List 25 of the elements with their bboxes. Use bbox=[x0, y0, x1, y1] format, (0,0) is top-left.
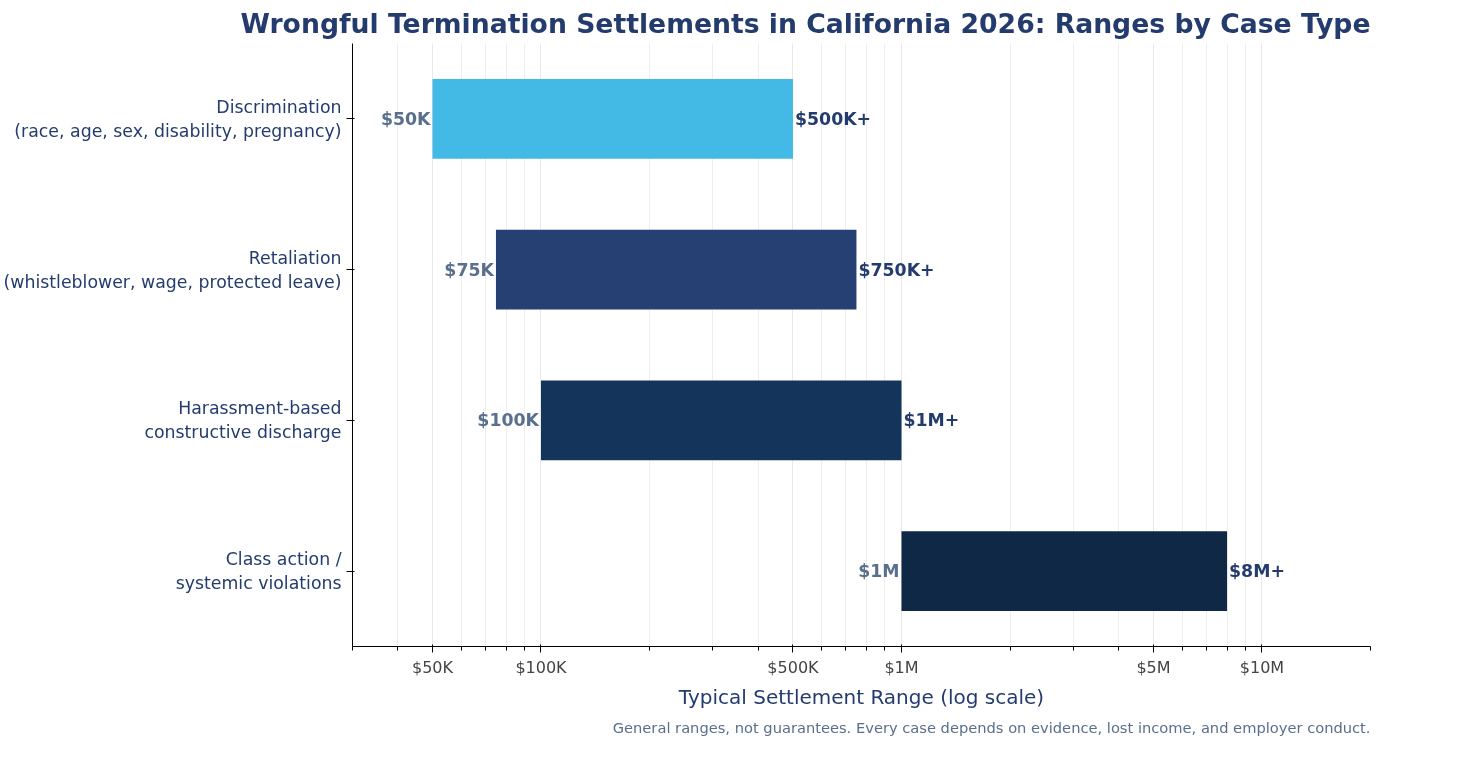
y-tick-label: Harassment-based constructive discharge bbox=[144, 398, 342, 443]
x-tick-label: $500K bbox=[767, 657, 820, 677]
y-tick-label: Discrimination (race, age, sex, disability, pregnancy) bbox=[14, 96, 342, 141]
bar bbox=[495, 229, 857, 310]
bar bbox=[432, 78, 793, 159]
data-label: $750K+ bbox=[858, 259, 935, 280]
y-tick-label: Class action / systemic violations bbox=[175, 549, 342, 594]
x-tick-label: $10M bbox=[1239, 657, 1285, 677]
x-tick-label: $1M bbox=[884, 657, 919, 677]
annotation: $100K bbox=[477, 410, 540, 431]
chart-title: Wrongful Termination Settlements in California 2026: Ranges by Case Type bbox=[240, 7, 1371, 39]
annotation: $75K bbox=[444, 259, 495, 280]
x-tick-label: $50K bbox=[411, 657, 454, 677]
x-axis-title: Typical Settlement Range (log scale) bbox=[677, 684, 1045, 709]
text: General ranges, not guarantees. Every case depends on evidence, lost income, and employer conduct. bbox=[612, 718, 1371, 736]
y-tick-label: Retaliation (whistleblower, wage, protected leave) bbox=[3, 247, 342, 292]
bar bbox=[901, 531, 1228, 612]
data-label: $8M+ bbox=[1229, 561, 1285, 582]
x-tick-label: $5M bbox=[1136, 657, 1171, 677]
annotation: $50K bbox=[380, 108, 432, 129]
data-label: $500K+ bbox=[794, 108, 872, 129]
data-label: $1M+ bbox=[903, 410, 960, 431]
annotation: $1M bbox=[858, 561, 900, 582]
bar bbox=[540, 380, 902, 461]
x-tick-label: $100K bbox=[515, 657, 568, 677]
